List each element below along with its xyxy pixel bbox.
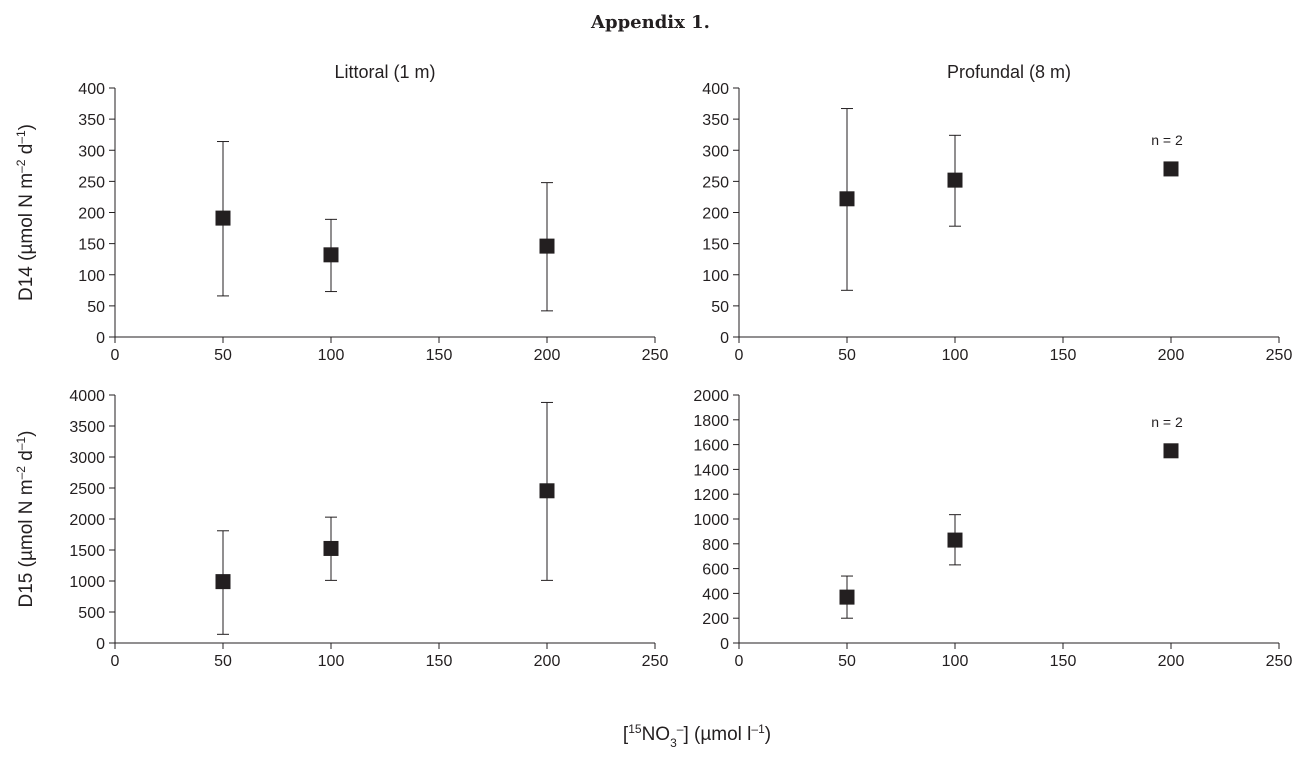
- x-tick-label: 200: [534, 347, 561, 364]
- data-point: [947, 532, 963, 548]
- y-tick-label: 1000: [69, 574, 105, 591]
- data-point: [323, 247, 339, 263]
- x-tick-label: 0: [111, 347, 120, 364]
- panel-title: Littoral (1 m): [334, 62, 435, 82]
- y-tick-label: 400: [702, 81, 729, 98]
- x-tick-label: 100: [942, 347, 969, 364]
- data-point: [1163, 161, 1179, 177]
- x-tick-label: 100: [318, 347, 345, 364]
- x-tick-label: 0: [735, 347, 744, 364]
- data-point: [215, 210, 231, 226]
- y-tick-label: 1500: [69, 543, 105, 560]
- y-tick-label: 0: [96, 330, 105, 347]
- sample-size-annotation: n = 2: [1151, 132, 1183, 148]
- data-point: [947, 172, 963, 188]
- y-tick-label: 150: [78, 237, 105, 254]
- x-tick-label: 0: [111, 653, 120, 670]
- y-tick-label: 1800: [693, 413, 729, 430]
- x-tick-label: 100: [318, 653, 345, 670]
- y-tick-label: 2000: [693, 388, 729, 405]
- data-point: [839, 589, 855, 605]
- data-point: [323, 540, 339, 556]
- y-tick-label: 50: [711, 299, 729, 316]
- panel-title: Profundal (8 m): [947, 62, 1071, 82]
- chart-panel-2: 0 50 100 150 200 250 300 350 400 0 50 100 150 200 250 P…: [702, 62, 1292, 364]
- x-tick-label: 150: [1050, 653, 1077, 670]
- y-tick-label: 250: [78, 174, 105, 191]
- x-tick-label: 250: [1266, 347, 1293, 364]
- y-tick-label: 100: [702, 268, 729, 285]
- y-tick-label: 0: [720, 636, 729, 653]
- y-axis-label: D15 (µmol N m–2 d–1): [14, 430, 37, 607]
- y-tick-label: 1000: [693, 512, 729, 529]
- y-tick-label: 200: [78, 206, 105, 223]
- data-point: [539, 238, 555, 254]
- x-tick-label: 150: [426, 653, 453, 670]
- y-tick-label: 400: [702, 586, 729, 603]
- x-tick-label: 150: [426, 347, 453, 364]
- x-tick-label: 0: [735, 653, 744, 670]
- y-tick-label: 100: [78, 268, 105, 285]
- y-tick-label: 250: [702, 174, 729, 191]
- x-tick-label: 250: [642, 347, 669, 364]
- y-tick-label: 300: [78, 143, 105, 160]
- y-tick-label: 600: [702, 562, 729, 579]
- y-axis-label: D14 (µmol N m–2 d–1): [14, 124, 37, 301]
- x-tick-label: 200: [534, 653, 561, 670]
- y-tick-label: 1600: [693, 438, 729, 455]
- x-tick-label: 250: [1266, 653, 1293, 670]
- x-tick-label: 150: [1050, 347, 1077, 364]
- y-tick-label: 200: [702, 611, 729, 628]
- y-tick-label: 0: [720, 330, 729, 347]
- sample-size-annotation: n = 2: [1151, 414, 1183, 430]
- y-tick-label: 0: [96, 636, 105, 653]
- y-tick-label: 3000: [69, 450, 105, 467]
- data-point: [539, 483, 555, 499]
- y-tick-label: 800: [702, 537, 729, 554]
- y-tick-label: 200: [702, 206, 729, 223]
- chart-panel-4: 0 200 400 600 800 1000 1200 1400 1600 1800 2000 0 50…: [693, 388, 1292, 670]
- y-tick-label: 350: [78, 112, 105, 129]
- data-point: [839, 191, 855, 207]
- y-tick-label: 500: [78, 605, 105, 622]
- y-tick-label: 400: [78, 81, 105, 98]
- y-tick-label: 3500: [69, 419, 105, 436]
- y-tick-label: 150: [702, 237, 729, 254]
- x-axis-label: [15NO3–] (µmol l–1): [623, 722, 771, 750]
- y-tick-label: 300: [702, 143, 729, 160]
- y-tick-label: 2500: [69, 481, 105, 498]
- chart-panel-1: 0 50 100 150 200 250 300 350 400 0 50 100 150 200 250 L…: [14, 62, 668, 364]
- y-tick-label: 1200: [693, 487, 729, 504]
- x-tick-label: 200: [1158, 347, 1185, 364]
- y-tick-label: 1400: [693, 462, 729, 479]
- x-tick-label: 50: [838, 653, 856, 670]
- x-tick-label: 50: [214, 653, 232, 670]
- x-tick-label: 250: [642, 653, 669, 670]
- data-point: [1163, 443, 1179, 459]
- y-tick-label: 4000: [69, 388, 105, 405]
- x-tick-label: 200: [1158, 653, 1185, 670]
- chart-panel-3: 0 500 1000 1500 2000 2500 3000 3500 4000 0 50 100 15…: [14, 388, 668, 670]
- y-tick-label: 50: [87, 299, 105, 316]
- y-tick-label: 2000: [69, 512, 105, 529]
- x-tick-label: 50: [838, 347, 856, 364]
- y-tick-label: 350: [702, 112, 729, 129]
- x-tick-label: 50: [214, 347, 232, 364]
- figure-heading: Appendix 1.: [591, 12, 710, 33]
- x-tick-label: 100: [942, 653, 969, 670]
- data-point: [215, 574, 231, 590]
